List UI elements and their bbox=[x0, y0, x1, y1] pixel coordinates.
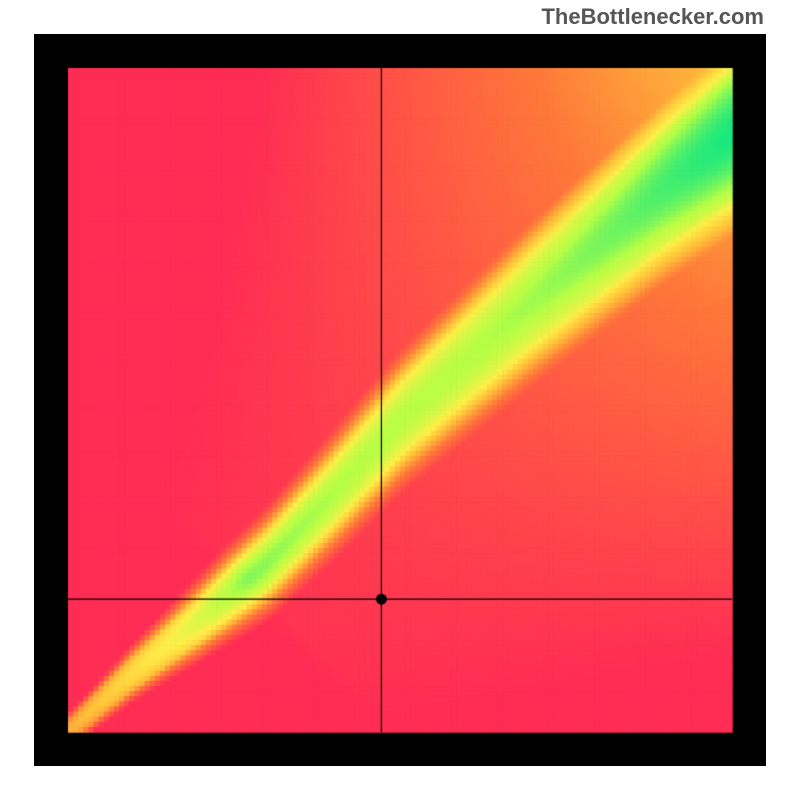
watermark-text: TheBottlenecker.com bbox=[541, 4, 764, 30]
bottleneck-heatmap bbox=[34, 34, 766, 766]
